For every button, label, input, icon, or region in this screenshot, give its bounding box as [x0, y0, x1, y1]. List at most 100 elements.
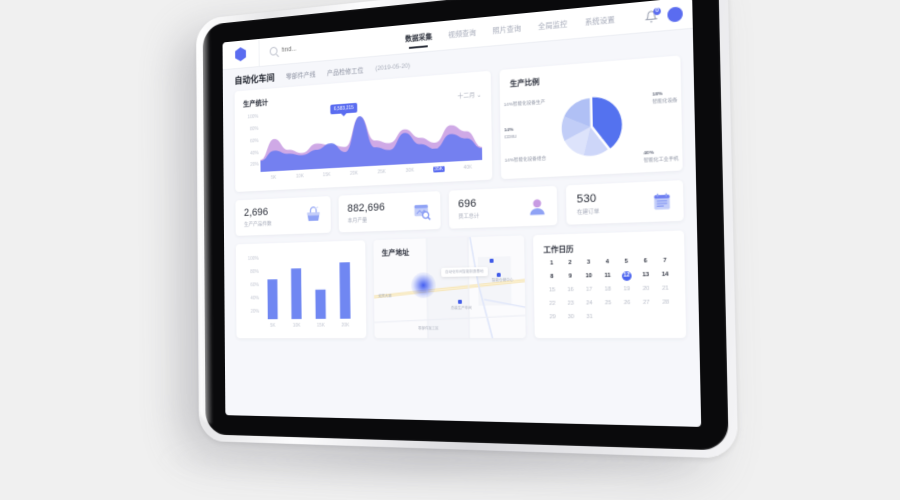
production-address-card[interactable]: 生产地址 — [373, 235, 526, 339]
calendar-day-23[interactable]: 23 — [567, 300, 575, 307]
dashboard-content: 生产统计 十二月 ⌄ 100% 80% 60% 40% 20% — [223, 54, 700, 351]
user-circle-icon — [528, 196, 548, 216]
calendar-day-29[interactable]: 29 — [549, 314, 556, 321]
pie-label-1-text: 14%智能化设备生产 — [503, 98, 546, 107]
calendar-day-3[interactable]: 3 — [586, 259, 591, 266]
bar-20K[interactable] — [339, 262, 351, 319]
month-selector-dropdown[interactable]: 十二月 ⌄ — [457, 90, 481, 101]
calendar-day-13[interactable]: 13 — [642, 271, 650, 279]
pie-label-5-text: 智能化工业手机 — [643, 155, 679, 163]
kpi-card-employees[interactable]: 696 员工总计 — [448, 185, 558, 229]
calendar-day-24[interactable]: 24 — [585, 300, 593, 307]
charts-row: 生产统计 十二月 ⌄ 100% 80% 60% 40% 20% — [234, 55, 683, 192]
bar-chart-plot — [260, 250, 357, 320]
calendar-day-10[interactable]: 10 — [585, 273, 593, 280]
area-x-tick: 5K — [270, 174, 277, 181]
calendar-day-18[interactable]: 18 — [604, 286, 612, 293]
area-chart-svg — [260, 107, 483, 172]
search-input[interactable] — [281, 38, 371, 54]
calendar-empty-cell — [599, 313, 618, 323]
calendar-day-15[interactable]: 15 — [548, 287, 556, 294]
calendar-day-16[interactable]: 16 — [567, 286, 574, 294]
kpi-value-products: 2,696 — [243, 206, 269, 219]
pie-slice-2[interactable] — [583, 125, 609, 157]
pie-slice-5[interactable] — [564, 98, 591, 129]
nav-item-global-monitor[interactable]: 全局监控 — [537, 18, 568, 31]
area-y-tick: 20% — [250, 162, 259, 169]
nav-item-photo-query[interactable]: 照片查询 — [492, 23, 522, 35]
calendar-day-7[interactable]: 7 — [663, 257, 667, 265]
calendar-day-20[interactable]: 20 — [642, 285, 650, 293]
pie-label-3-text: 14%智能化设备组合 — [504, 155, 547, 163]
pie-label-1: 14%智能化设备生产 — [504, 99, 546, 109]
bell-notification-icon[interactable]: 0 — [645, 6, 661, 23]
kpi-label-monthly-output: 本月产量 — [347, 217, 368, 225]
calendar-day-9[interactable]: 9 — [568, 273, 572, 280]
kpi-value-monthly-output: 882,696 — [347, 201, 386, 215]
calendar-day-4[interactable]: 4 — [605, 259, 610, 266]
breadcrumb-item-inspection-station[interactable]: 产品检修工位 — [326, 67, 364, 78]
pie-label-3: 14%智能化设备组合 — [505, 156, 547, 165]
nav-item-system-settings[interactable]: 系统设置 — [584, 14, 615, 27]
pie-slice-1[interactable] — [592, 95, 623, 150]
calendar-day-30[interactable]: 30 — [567, 314, 575, 321]
bar-10K[interactable] — [291, 268, 302, 320]
calendar-day-26[interactable]: 26 — [623, 299, 631, 307]
breadcrumb-item-production-line[interactable]: 零部件产线 — [285, 71, 316, 81]
calendar-day-12[interactable]: 12 — [621, 271, 632, 281]
calendar-day-22[interactable]: 22 — [549, 300, 556, 307]
map-pin-2[interactable] — [496, 272, 501, 277]
kpi-card-monthly-output[interactable]: 882,696 本月产量 — [338, 191, 441, 233]
bar-y-tick: 20% — [250, 308, 260, 315]
pie-label-4-value: 18% — [652, 91, 663, 98]
bar-y-tick: 100% — [247, 255, 259, 262]
kpi-label-products: 生产产品件数 — [244, 221, 272, 229]
bar-y-tick: 60% — [250, 281, 259, 288]
breadcrumb-date: (2019-05-20) — [375, 62, 411, 72]
production-ratio-card: 生产比例 14%智能化设备生产 14% — [499, 55, 683, 180]
calendar-day-21[interactable]: 21 — [661, 285, 669, 292]
calendar-day-28[interactable]: 28 — [662, 299, 670, 306]
bar-y-tick: 40% — [250, 295, 260, 302]
calendar-day-27[interactable]: 27 — [642, 299, 650, 307]
calendar-day-31[interactable]: 31 — [586, 313, 593, 321]
pie-slice-4[interactable] — [561, 114, 591, 141]
calendar-day-14[interactable]: 14 — [661, 271, 669, 279]
bar-15K[interactable] — [315, 289, 326, 319]
kpi-value-orders: 530 — [576, 192, 597, 206]
map-pin-3-label: 总装生产车间 — [450, 305, 472, 310]
pie-label-2-text: CD8U — [504, 133, 517, 140]
tablet-device: 数据采集 视频查询 照片查询 全局监控 系统设置 0 — [159, 0, 784, 500]
calendar-day-5[interactable]: 5 — [624, 258, 629, 266]
search-box[interactable] — [259, 36, 392, 57]
image-search-icon — [412, 201, 430, 221]
kpi-row: 2,696 生产产品件数 — [235, 180, 684, 236]
nav-item-video-query[interactable]: 视频查询 — [448, 27, 477, 39]
pie-slice-3[interactable] — [564, 127, 592, 157]
calendar-day-11[interactable]: 11 — [604, 272, 611, 280]
area-y-tick: 60% — [250, 137, 259, 145]
production-ratio-title: 生产比例 — [509, 77, 540, 89]
area-x-tick: 15K — [322, 172, 331, 179]
bar-chart: 100% 80% 60% 40% 20% 5K 10K 15K 20K — [243, 250, 357, 332]
kpi-text-orders: 530 在建订单 — [577, 192, 600, 216]
calendar-day-8[interactable]: 8 — [550, 273, 554, 281]
kpi-card-orders[interactable]: 530 在建订单 — [566, 180, 684, 225]
bottom-row: 100% 80% 60% 40% 20% 5K 10K 15K 20K 生产地址 — [235, 230, 687, 339]
map-area-label: 零部件加工区 — [418, 326, 439, 331]
map-pin-2-label: 智能仓储中心 — [491, 277, 514, 283]
area-chart-plot — [260, 96, 483, 172]
map-pin-3[interactable] — [458, 299, 463, 304]
calendar-day-17[interactable]: 17 — [585, 286, 593, 294]
kpi-text-monthly-output: 882,696 本月产量 — [347, 201, 385, 224]
bar-5K[interactable] — [267, 279, 278, 320]
calendar-day-19[interactable]: 19 — [623, 286, 631, 293]
calendar-day-2[interactable]: 2 — [568, 259, 572, 267]
search-icon — [269, 46, 278, 56]
calendar-day-25[interactable]: 25 — [604, 300, 612, 307]
map-road-label: 迎宾大道 — [378, 293, 392, 298]
nav-item-data-collection[interactable]: 数据采集 — [405, 22, 432, 53]
top-right-actions: 0 — [644, 0, 683, 32]
app-logo[interactable] — [222, 38, 260, 70]
